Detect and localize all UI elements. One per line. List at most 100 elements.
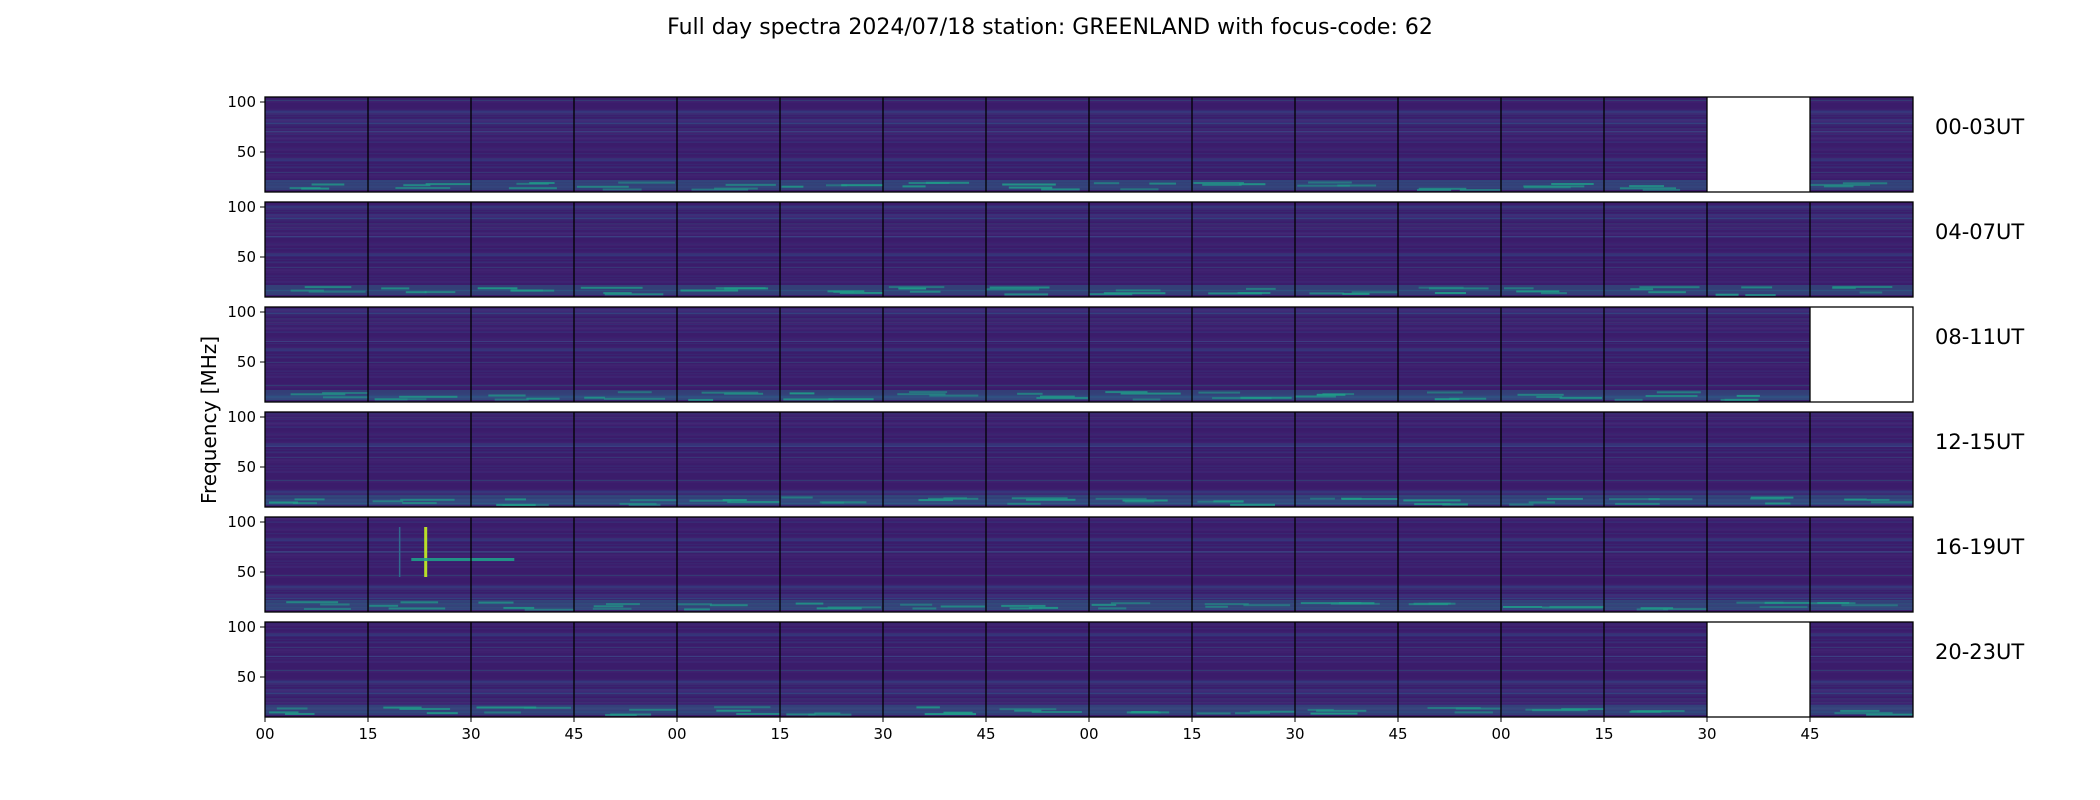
- spectrum-panel: [677, 97, 780, 192]
- spectrum-panel: [265, 412, 368, 507]
- spectrum-panel: [1295, 517, 1398, 612]
- y-axis-label: Frequency [MHz]: [197, 336, 221, 504]
- spectrum-panel: [1192, 97, 1295, 192]
- spectrum-panel: [677, 307, 780, 402]
- x-tick-label: 45: [1388, 725, 1407, 743]
- y-tick-label: 50: [237, 143, 256, 161]
- y-tick-label: 50: [237, 458, 256, 476]
- spectrum-panel: [574, 412, 677, 507]
- spectrum-panel: [471, 307, 574, 402]
- spectrum-panel: [574, 97, 677, 192]
- y-tick-label: 50: [237, 248, 256, 266]
- y-tick-label: 100: [227, 513, 256, 531]
- spectrum-panel: [1398, 97, 1501, 192]
- spectrum-panel: [780, 622, 883, 717]
- spectrum-panel: [368, 202, 471, 297]
- x-tick-label: 30: [873, 725, 892, 743]
- row-20-23UT: 50 100 20-23UT: [227, 618, 2024, 718]
- spectrum-panel: [1604, 307, 1707, 402]
- spectrum-panel: [1501, 412, 1604, 507]
- spectrum-panel: [883, 97, 986, 192]
- spectrum-panel: [986, 97, 1089, 192]
- spectrum-panel: [780, 307, 883, 402]
- spectrum-panel: [1192, 307, 1295, 402]
- x-axis: 00 15 30 45 00 15 30 45 00 15 30 45 00 15 30 45: [255, 717, 1820, 743]
- spectrum-panel: [471, 622, 574, 717]
- y-tick-label: 100: [227, 408, 256, 426]
- spectrum-panel: [1295, 622, 1398, 717]
- y-tick-label: 50: [237, 668, 256, 686]
- x-tick-label: 45: [976, 725, 995, 743]
- spectrum-panel: [1707, 202, 1810, 297]
- spectrum-panel: [780, 97, 883, 192]
- spectrum-panel: [1192, 517, 1295, 612]
- spectrum-panel: [1398, 412, 1501, 507]
- spectrum-panel: [883, 412, 986, 507]
- row-time-label: 20-23UT: [1935, 640, 2024, 664]
- spectrum-panel: [986, 412, 1089, 507]
- spectrum-panel: [574, 307, 677, 402]
- spectrum-panel: [1707, 307, 1810, 402]
- spectrum-panel: [1089, 97, 1192, 192]
- row-08-11UT: 50 100 08-11UT: [227, 303, 2024, 403]
- row-00-03UT: 50 100 00-03UT: [227, 93, 2024, 193]
- rows-layer: 50 100 00-03UT 50 100 04-07UT 50 100 08-11UT 50 10…: [227, 93, 2024, 718]
- spectrum-panel: [883, 622, 986, 717]
- burst-faint: [398, 527, 401, 577]
- spectrum-panel: [1501, 622, 1604, 717]
- x-tick-label: 00: [1491, 725, 1510, 743]
- spectrum-panel: [265, 97, 368, 192]
- spectrum-panel: [1604, 622, 1707, 717]
- spectrum-panel: [1295, 412, 1398, 507]
- spectrum-panel: [780, 517, 883, 612]
- spectrum-panel: [1089, 412, 1192, 507]
- row-time-label: 12-15UT: [1935, 430, 2024, 454]
- spectrum-panel: [1604, 412, 1707, 507]
- row-frame: [264, 306, 1914, 403]
- empty-panel: [1707, 97, 1810, 192]
- spectrum-panel: [883, 307, 986, 402]
- y-tick-label: 50: [237, 353, 256, 371]
- y-tick-label: 100: [227, 618, 256, 636]
- spectrum-panel: [883, 517, 986, 612]
- spectrum-panel: [1398, 202, 1501, 297]
- spectrum-panel: [1810, 97, 1913, 192]
- row-04-07UT: 50 100 04-07UT: [227, 198, 2024, 298]
- spectrum-panel: [265, 307, 368, 402]
- spectrum-panel: [1295, 307, 1398, 402]
- spectrum-panel: [265, 202, 368, 297]
- spectrum-panel: [368, 97, 471, 192]
- spectrum-panel: [986, 307, 1089, 402]
- spectrum-panel: [1089, 202, 1192, 297]
- spectrum-panel: [574, 202, 677, 297]
- spectrum-panel: [1089, 517, 1192, 612]
- row-16-19UT: 50 100 16-19UT: [227, 513, 2024, 613]
- chart-title: Full day spectra 2024/07/18 station: GRE…: [667, 15, 1433, 40]
- spectrum-panel: [1295, 202, 1398, 297]
- spectrum-panel: [677, 622, 780, 717]
- spectrum-panel: [986, 622, 1089, 717]
- spectrum-panel: [1810, 517, 1913, 612]
- spectrum-panel: [1089, 622, 1192, 717]
- spectrum-panel: [1295, 97, 1398, 192]
- empty-panel: [1810, 307, 1913, 402]
- spectrum-panel: [574, 622, 677, 717]
- y-tick-label: 50: [237, 563, 256, 581]
- burst-vertical: [424, 527, 428, 577]
- x-tick-label: 15: [1594, 725, 1613, 743]
- x-tick-label: 30: [1697, 725, 1716, 743]
- spectrum-panel: [1810, 412, 1913, 507]
- spectrum-panel: [1089, 307, 1192, 402]
- spectrum-panel: [1501, 517, 1604, 612]
- spectrum-panel: [471, 517, 574, 612]
- row-time-label: 08-11UT: [1935, 325, 2024, 349]
- spectrum-panel: [574, 517, 677, 612]
- row-time-label: 00-03UT: [1935, 115, 2024, 139]
- row-frame: [264, 516, 1914, 613]
- spectrum-panel: [265, 517, 368, 612]
- spectrum-panel: [1192, 622, 1295, 717]
- spectrum-panel: [677, 517, 780, 612]
- spectrum-panel: [1192, 202, 1295, 297]
- spectrum-panel: [265, 622, 368, 717]
